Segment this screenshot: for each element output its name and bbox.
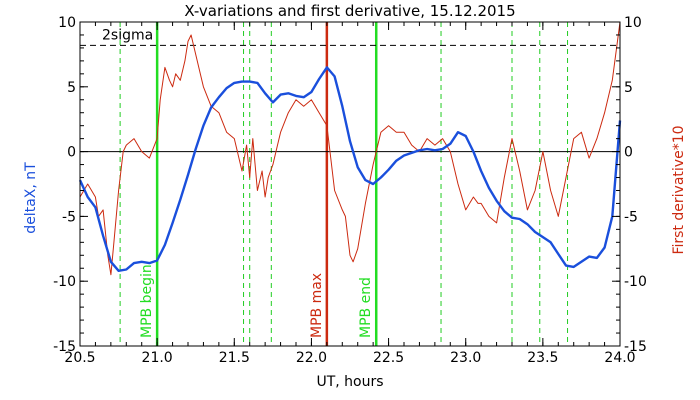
series-lines	[78, 21, 622, 276]
x-tick-label: 22.0	[296, 350, 327, 366]
x-tick-label: 23.0	[450, 350, 481, 366]
x-tick-label: 20.5	[64, 350, 95, 366]
deltax-series-line	[78, 66, 622, 272]
plot-frame	[79, 21, 621, 347]
x-tick-label: 21.0	[142, 350, 173, 366]
reference-lines: 2sigma	[80, 27, 620, 153]
derivative-series-line	[79, 21, 621, 276]
y-tick-label-right: -5	[624, 209, 638, 225]
x-axis-title: UT, hours	[316, 374, 383, 390]
y-tick-label-left: 0	[67, 145, 76, 161]
marker-lines	[119, 22, 569, 346]
y-tick-label-left: -15	[53, 339, 76, 355]
y-axis-title-left: deltaX, nT	[23, 162, 39, 234]
y-tick-label-left: -10	[53, 274, 76, 290]
x-tick-label: 23.5	[527, 350, 558, 366]
y-tick-label-left: 5	[67, 80, 76, 96]
chart-title: X-variations and first derivative, 15.12…	[184, 2, 515, 20]
marker-labels: MPB begin MPB max MPB end	[139, 264, 374, 338]
y-tick-label-right: 0	[624, 145, 633, 161]
x-tick-label: 22.5	[373, 350, 404, 366]
sigma-label: 2sigma	[102, 27, 153, 43]
axes-frame	[79, 21, 621, 347]
marker-label: MPB max	[309, 273, 325, 338]
marker-label: MPB end	[358, 277, 374, 338]
x-tick-label: 21.5	[219, 350, 250, 366]
marker-label: MPB begin	[139, 264, 155, 338]
y-tick-label-right: -15	[624, 339, 647, 355]
y-tick-label-right: -10	[624, 274, 647, 290]
y-tick-label-left: -5	[62, 209, 76, 225]
y-axis-title-right: First derivative*10	[671, 125, 687, 254]
x-tick-label: 24.0	[604, 350, 635, 366]
y-tick-label-left: 10	[58, 15, 76, 31]
y-tick-label-right: 10	[624, 15, 642, 31]
y-tick-label-right: 5	[624, 80, 633, 96]
tick-labels: 20.5 21.0 21.5 22.0 22.5 23.0 23.5 24.0-15 -15-1…	[53, 15, 647, 366]
